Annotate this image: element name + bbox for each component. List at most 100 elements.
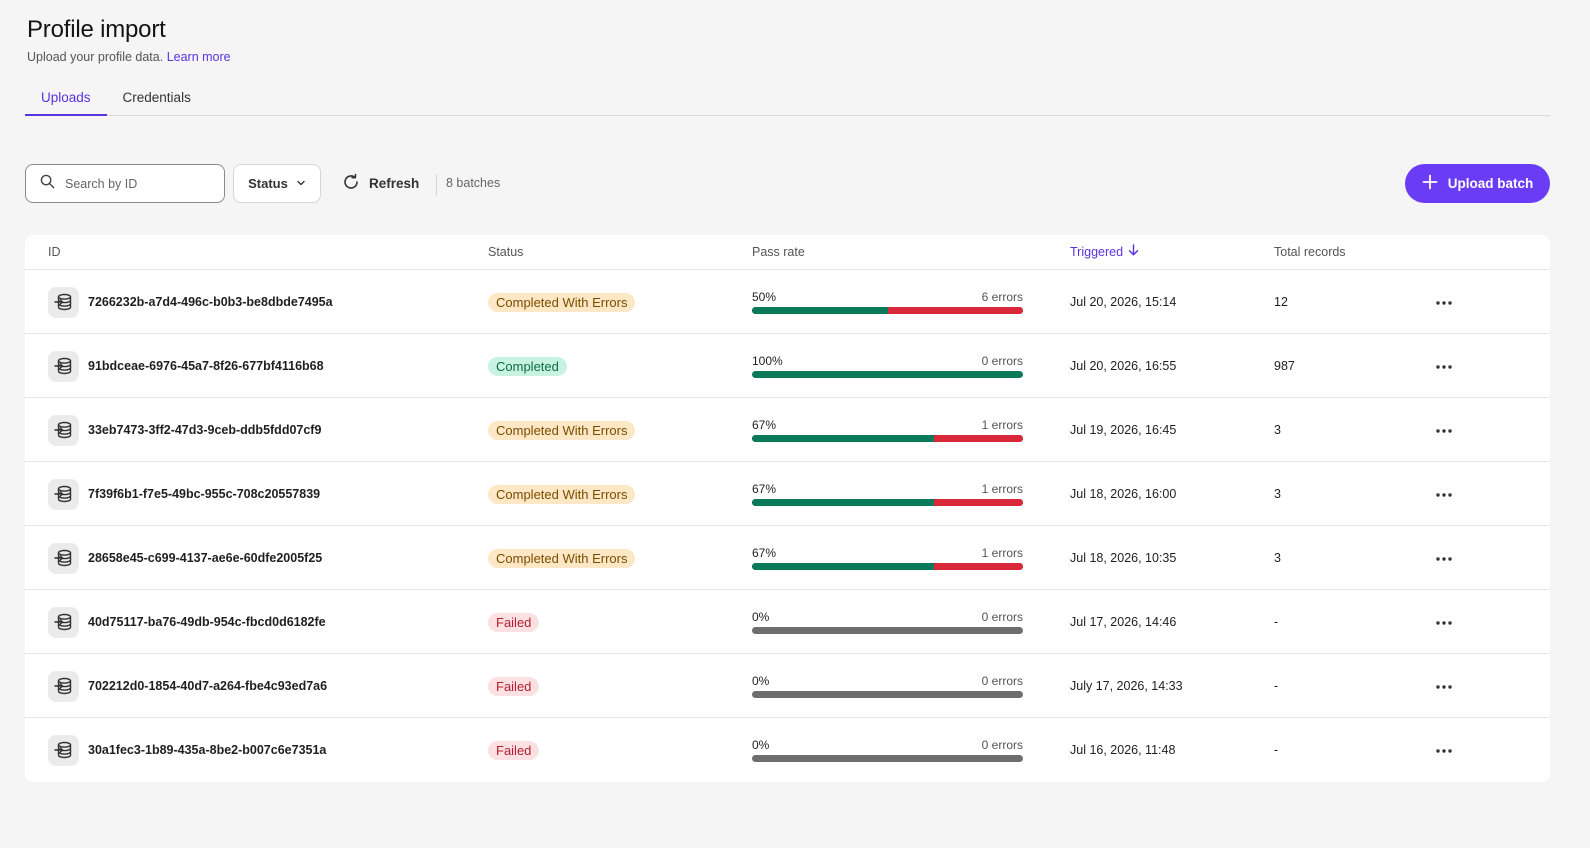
pass-rate-labels: 67% 1 errors bbox=[752, 418, 1023, 432]
pass-rate-bar-pass bbox=[752, 307, 888, 314]
pass-rate-bar-fail bbox=[933, 563, 1023, 570]
table-row[interactable]: 28658e45-c699-4137-ae6e-60dfe2005f25 Com… bbox=[25, 526, 1550, 590]
more-horizontal-icon bbox=[1435, 423, 1453, 437]
pass-rate-labels: 50% 6 errors bbox=[752, 290, 1023, 304]
batch-id-cell: 33eb7473-3ff2-47d3-9ceb-ddb5fdd07cf9 bbox=[48, 398, 321, 462]
status-cell: Completed With Errors bbox=[488, 462, 636, 526]
batch-id: 91bdceae-6976-45a7-8f26-677bf4116b68 bbox=[88, 359, 324, 373]
pass-rate-bar-fail bbox=[933, 499, 1023, 506]
pass-rate-bar bbox=[752, 371, 1023, 378]
table-row[interactable]: 40d75117-ba76-49db-954c-fbcd0d6182fe Fai… bbox=[25, 590, 1550, 654]
pass-rate-cell: 0% 0 errors bbox=[752, 590, 1023, 654]
pass-rate-cell: 67% 1 errors bbox=[752, 462, 1023, 526]
status-badge: Completed With Errors bbox=[488, 420, 636, 440]
learn-more-link[interactable]: Learn more bbox=[166, 50, 231, 64]
total-records-cell: 12 bbox=[1274, 295, 1288, 309]
table-row[interactable]: 702212d0-1854-40d7-a264-fbe4c93ed7a6 Fai… bbox=[25, 654, 1550, 718]
error-count: 0 errors bbox=[981, 674, 1023, 688]
total-records-cell: 3 bbox=[1274, 551, 1281, 565]
pass-rate-bar-fail bbox=[887, 307, 1023, 314]
more-horizontal-icon bbox=[1435, 487, 1453, 501]
column-header-triggered[interactable]: Triggered bbox=[1070, 235, 1139, 270]
status-badge: Completed With Errors bbox=[488, 548, 636, 568]
status-cell: Failed bbox=[488, 590, 540, 654]
pass-rate-bar-fail bbox=[933, 435, 1023, 442]
table-row[interactable]: 7f39f6b1-f7e5-49bc-955c-708c20557839 Com… bbox=[25, 462, 1550, 526]
more-horizontal-icon bbox=[1435, 551, 1453, 565]
batch-id: 702212d0-1854-40d7-a264-fbe4c93ed7a6 bbox=[88, 679, 328, 693]
more-horizontal-icon bbox=[1435, 679, 1453, 693]
pass-rate-bar-pass bbox=[752, 435, 934, 442]
search-input[interactable] bbox=[65, 176, 215, 191]
pass-rate-cell: 50% 6 errors bbox=[752, 270, 1023, 334]
error-count: 1 errors bbox=[981, 418, 1023, 432]
error-count: 6 errors bbox=[981, 290, 1023, 304]
database-icon bbox=[48, 542, 79, 574]
pass-rate-value: 50% bbox=[752, 290, 777, 304]
batch-id: 33eb7473-3ff2-47d3-9ceb-ddb5fdd07cf9 bbox=[88, 423, 322, 437]
pass-rate-cell: 100% 0 errors bbox=[752, 334, 1023, 398]
refresh-icon bbox=[341, 172, 361, 195]
status-badge: Failed bbox=[488, 612, 540, 632]
triggered-cell: Jul 18, 2026, 10:35 bbox=[1070, 551, 1177, 565]
row-menu-button[interactable] bbox=[1435, 526, 1453, 590]
row-menu-button[interactable] bbox=[1435, 398, 1453, 462]
total-records-cell: - bbox=[1274, 743, 1279, 757]
triggered-cell: Jul 20, 2026, 16:55 bbox=[1070, 359, 1177, 373]
batch-id: 40d75117-ba76-49db-954c-fbcd0d6182fe bbox=[88, 615, 326, 629]
pass-rate-cell: 67% 1 errors bbox=[752, 526, 1023, 590]
pass-rate-value: 0% bbox=[752, 610, 770, 624]
status-filter-button[interactable]: Status bbox=[233, 164, 321, 203]
table-header: ID Status Pass rate Triggered Total reco… bbox=[25, 235, 1550, 270]
search-box[interactable] bbox=[25, 164, 225, 203]
pass-rate-bar bbox=[752, 435, 1023, 442]
batch-id-cell: 28658e45-c699-4137-ae6e-60dfe2005f25 bbox=[48, 526, 322, 590]
error-count: 0 errors bbox=[981, 610, 1023, 624]
row-menu-button[interactable] bbox=[1435, 718, 1453, 782]
status-badge: Failed bbox=[488, 740, 540, 760]
table-row[interactable]: 91bdceae-6976-45a7-8f26-677bf4116b68 Com… bbox=[25, 334, 1550, 398]
status-cell: Completed With Errors bbox=[488, 398, 636, 462]
pass-rate-value: 67% bbox=[752, 482, 777, 496]
batch-id-cell: 91bdceae-6976-45a7-8f26-677bf4116b68 bbox=[48, 334, 324, 398]
table-row[interactable]: 7266232b-a7d4-496c-b0b3-be8dbde7495a Com… bbox=[25, 270, 1550, 334]
column-header-pass-rate: Pass rate bbox=[752, 245, 805, 259]
refresh-label: Refresh bbox=[369, 176, 420, 191]
page-header: Profile import Upload your profile data.… bbox=[27, 16, 231, 64]
table-row[interactable]: 33eb7473-3ff2-47d3-9ceb-ddb5fdd07cf9 Com… bbox=[25, 398, 1550, 462]
tab-credentials[interactable]: Credentials bbox=[122, 90, 191, 105]
total-records-cell: 3 bbox=[1274, 487, 1281, 501]
row-menu-button[interactable] bbox=[1435, 270, 1453, 334]
row-menu-button[interactable] bbox=[1435, 590, 1453, 654]
triggered-cell: July 17, 2026, 14:33 bbox=[1070, 679, 1183, 693]
pass-rate-bar bbox=[752, 627, 1023, 634]
arrow-down-icon bbox=[1128, 235, 1139, 270]
more-horizontal-icon bbox=[1435, 295, 1453, 309]
column-header-status: Status bbox=[488, 245, 524, 259]
column-header-id: ID bbox=[48, 245, 61, 259]
pass-rate-bar-pass bbox=[752, 499, 934, 506]
upload-batch-button[interactable]: Upload batch bbox=[1405, 164, 1550, 203]
refresh-button[interactable]: Refresh bbox=[341, 164, 419, 203]
pass-rate-cell: 67% 1 errors bbox=[752, 398, 1023, 462]
row-menu-button[interactable] bbox=[1435, 462, 1453, 526]
row-menu-button[interactable] bbox=[1435, 654, 1453, 718]
database-icon bbox=[48, 734, 79, 766]
batch-id: 28658e45-c699-4137-ae6e-60dfe2005f25 bbox=[88, 551, 323, 565]
pass-rate-bar bbox=[752, 499, 1023, 506]
database-icon bbox=[48, 670, 79, 702]
batch-id-cell: 702212d0-1854-40d7-a264-fbe4c93ed7a6 bbox=[48, 654, 327, 718]
tab-uploads[interactable]: Uploads bbox=[25, 82, 107, 116]
pass-rate-cell: 0% 0 errors bbox=[752, 654, 1023, 718]
more-horizontal-icon bbox=[1435, 743, 1453, 757]
database-icon bbox=[48, 286, 79, 318]
pass-rate-bar-pass bbox=[752, 371, 1023, 378]
table-row[interactable]: 30a1fec3-1b89-435a-8be2-b007c6e7351a Fai… bbox=[25, 718, 1550, 782]
batch-count: 8 batches bbox=[446, 176, 501, 190]
pass-rate-bar-pass bbox=[752, 563, 934, 570]
tab-bar: Uploads Credentials bbox=[25, 82, 1550, 116]
status-cell: Completed With Errors bbox=[488, 270, 636, 334]
total-records-cell: 987 bbox=[1274, 359, 1295, 373]
row-menu-button[interactable] bbox=[1435, 334, 1453, 398]
error-count: 0 errors bbox=[981, 354, 1023, 368]
